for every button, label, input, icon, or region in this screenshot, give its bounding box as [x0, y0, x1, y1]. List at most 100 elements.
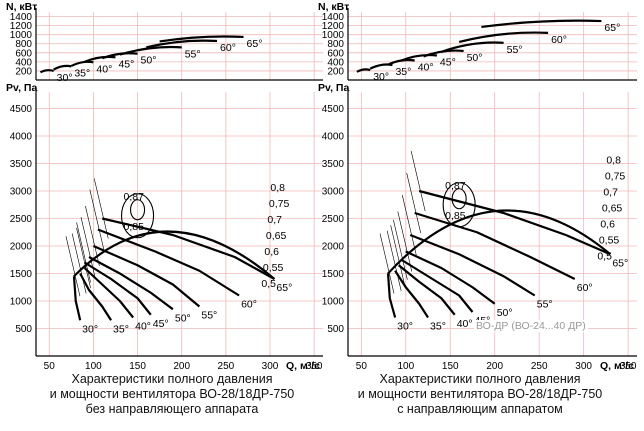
right-eff-label-0: 0,8	[606, 155, 621, 167]
right-power-curve-7	[481, 19, 602, 29]
left-pressure-angle-1: 35°	[113, 323, 129, 335]
right-power-angle-0: 30°	[373, 71, 389, 83]
left-surge-line-5	[85, 205, 100, 267]
right-p-tick-4: 2500	[322, 214, 345, 225]
left-surge-line-7	[93, 178, 109, 239]
left-pressure-curve-0	[72, 276, 82, 321]
left-power-curve-5	[119, 45, 182, 56]
right-q-tick-0: 50	[356, 361, 368, 372]
left-p-tick-0: 500	[15, 324, 32, 335]
left-pressure-curve-2	[83, 267, 134, 319]
left-q-tick-1: 100	[85, 361, 102, 372]
right-power-angle-2: 40°	[418, 62, 434, 74]
left-eff-island-outer	[121, 193, 155, 239]
right-p-tick-2: 1500	[322, 269, 345, 280]
right-n-tick-2: 600	[327, 48, 344, 59]
right-pressure-curve-1	[394, 270, 429, 319]
right-eff-label-peak: 0,87	[445, 180, 466, 192]
left-eff-label-0: 0,8	[270, 182, 285, 194]
right-p-tick-5: 3000	[322, 187, 345, 198]
left-n-tick-2: 600	[15, 48, 32, 59]
left-q-axis-label: Q, м³/с	[286, 360, 320, 372]
right-pressure-curve-7	[418, 189, 611, 256]
left-power-angle-6: 60°	[220, 42, 236, 54]
left-eff-label-4: 0,6	[264, 246, 279, 258]
left-pressure-angle-6: 60°	[241, 299, 257, 311]
right-p-tick-1: 1000	[322, 297, 345, 308]
left-power-angle-5: 55°	[185, 48, 201, 60]
right-n-tick-5: 1200	[322, 21, 345, 32]
right-pressure-angle-4: 50°	[497, 307, 513, 319]
right-n-tick-6: 1400	[322, 12, 345, 23]
right-power-curve-6	[458, 31, 549, 43]
right-surge-line-7	[410, 150, 426, 212]
left-pressure-curve-5	[92, 244, 201, 308]
right-pressure-curve-2	[397, 264, 456, 316]
left-n-axis-label: N, кВт	[6, 1, 37, 13]
left-p-tick-5: 3000	[10, 187, 33, 198]
left-n-tick-0: 200	[15, 66, 32, 77]
right-power-angle-5: 55°	[507, 44, 523, 56]
right-pressure-curve-4	[405, 250, 496, 305]
left-q-tick-0: 50	[44, 361, 56, 372]
left-power-angle-1: 35°	[74, 67, 90, 79]
left-eff-label-2: 0,7	[267, 214, 282, 226]
right-pressure-curve-5	[409, 233, 536, 297]
right-power-angle-3: 45°	[440, 57, 456, 69]
right-p-tick-8: 4500	[322, 104, 345, 115]
right-q-tick-6: 350	[620, 361, 637, 372]
right-q-axis-label: Q, м³/с	[600, 360, 634, 372]
right-pressure-angle-0: 30°	[397, 321, 413, 333]
left-pressure-angle-3: 45°	[153, 318, 169, 330]
right-power-angle-7: 65°	[604, 22, 620, 34]
right-n-axis-label: N, кВт	[318, 1, 349, 13]
right-q-tick-5: 300	[575, 361, 592, 372]
right-surge-line-1	[386, 230, 402, 291]
left-power-curve-0	[39, 69, 54, 74]
left-q-tick-4: 250	[218, 361, 235, 372]
left-n-tick-3: 800	[15, 39, 32, 50]
left-power-angle-4: 50°	[141, 55, 157, 67]
right-power-curve-0	[356, 68, 371, 73]
right-power-curve-1	[369, 63, 393, 70]
right-power-angle-1: 35°	[395, 66, 411, 78]
left-p-tick-6: 3500	[10, 159, 33, 170]
right-p-axis-label: Pv, Па	[318, 82, 349, 94]
left-power-angle-7: 65°	[247, 38, 263, 50]
left-pressure-curve-7	[101, 217, 275, 280]
left-surge-line-1	[71, 233, 87, 294]
right-pressure-angle-6: 60°	[577, 282, 593, 294]
left-q-tick-3: 200	[173, 361, 190, 372]
left-n-tick-6: 1400	[10, 12, 33, 23]
right-power-curve-3	[400, 53, 438, 62]
caption-right: Характеристики полного давления и мощнос…	[330, 372, 630, 417]
left-power-angle-0: 30°	[57, 72, 73, 84]
caption-left-line-2: и мощности вентилятора ВО-28/18ДР-750	[49, 387, 295, 401]
left-eff-label-085: 0,85	[124, 221, 145, 233]
left-q-tick-2: 150	[129, 361, 146, 372]
left-pressure-angle-4: 50°	[175, 312, 191, 324]
caption-left-line-1: Характеристики полного давления	[71, 372, 273, 386]
caption-right-line-1: Характеристики полного давления	[379, 372, 581, 386]
left-surge-line-3	[76, 222, 91, 283]
left-p-axis-label: Pv, Па	[6, 82, 37, 94]
right-envelope-curve	[387, 209, 612, 275]
right-eff-label-5: 0,55	[599, 235, 620, 247]
right-p-tick-6: 3500	[322, 159, 345, 170]
left-p-tick-2: 1500	[10, 269, 33, 280]
right-pressure-angle-1: 35°	[430, 321, 446, 333]
right-surge-line-2	[390, 225, 405, 286]
right-surge-line-0	[379, 233, 395, 294]
right-power-curve-5	[441, 41, 504, 53]
left-power-curve-1	[53, 64, 72, 71]
right-eff-label-3: 0,65	[602, 203, 623, 215]
right-eff-label-4: 0,6	[600, 219, 615, 231]
left-pressure-angle-5: 55°	[201, 310, 217, 322]
caption-left: Характеристики полного давления и мощнос…	[22, 372, 322, 417]
right-eff-label-2: 0,7	[603, 187, 618, 199]
left-n-tick-1: 400	[15, 57, 32, 68]
left-pressure-curve-4	[88, 256, 174, 311]
right-p-tick-7: 4000	[322, 132, 345, 143]
